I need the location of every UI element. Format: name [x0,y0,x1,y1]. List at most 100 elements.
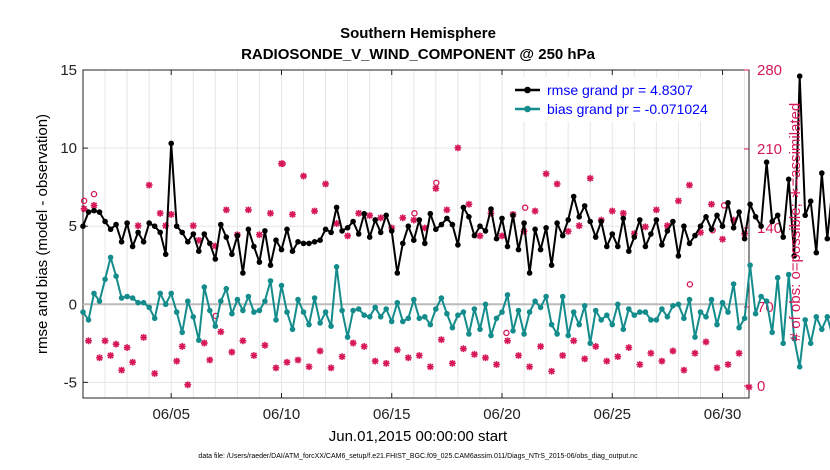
bias-series-point [460,309,467,315]
rmse-series-point [80,223,86,229]
rmse-series-point [289,248,296,254]
bias-series-point [780,340,786,347]
rmse-series-point [819,170,825,176]
rmse-series-point [185,239,191,245]
bias-series-point [383,306,390,312]
footnote: data file: /Users/raeder/DAI/ATM_forcXX/… [198,453,638,460]
obs-assimilated-point [504,337,511,345]
bias-series-point [730,281,737,287]
obs-assimilated-point [614,353,622,360]
rmse-series-point [207,240,213,247]
bias-series-point [659,306,665,312]
bias-series-point [295,296,301,303]
bias-series-point [306,321,312,328]
bias-series-point [609,321,616,328]
obs-assimilated-point [184,381,192,389]
obs-assimilated-point [482,354,489,362]
x-tick-label: 06/15 [373,406,411,423]
obs-assimilated-point [586,174,594,182]
rmse-series-point [146,220,152,226]
obs-assimilated-point [371,357,379,365]
bias-series-point [758,293,764,300]
rmse-series-point [355,231,362,237]
obs-assimilated-point [162,222,170,230]
rmse-series-point [620,215,627,222]
rmse-series-point [102,218,108,225]
obs-assimilated-point [112,340,120,348]
axis-ticks: 06/05 06/10 06/15 06/20 06/25 06/30 -5 0 5 10 15 0 7… [60,62,782,423]
obs-assimilated-point [189,222,197,230]
bias-series-point [107,254,114,261]
rmse-series-point [350,218,356,225]
rmse-series-point [91,207,97,214]
bias-series-point [576,321,582,328]
bias-series-point [256,307,263,314]
bias-series-point [620,326,627,333]
y-tick-label-right: 280 [757,62,782,79]
obs-assimilated-point [652,206,660,214]
rmse-series-point [736,209,742,215]
rmse-series-point [785,176,792,183]
obs-assimilated-point [404,354,412,362]
legend-rmse-marker [524,86,531,94]
bias-series-point [532,298,538,305]
bias-series-point [548,321,555,328]
bias-series-point [725,309,731,315]
bias-series-point [240,307,246,314]
obs-assimilated-point [382,359,390,367]
y-tick-label-left: 10 [60,140,77,157]
bias-series-point [405,315,412,322]
rmse-series-point [697,223,704,229]
legend-box [509,77,714,122]
bias-series-point [328,323,334,330]
obs-assimilated-point [256,231,263,239]
rmse-series-point [471,232,478,239]
bias-series-point [785,271,792,278]
rmse-series-point [609,231,616,237]
bias-series-point [433,306,439,312]
chart-title: Southern Hemisphere [340,25,496,42]
bias-series-point [344,334,351,340]
rmse-series-point [162,251,169,258]
x-tick-label: 06/25 [593,406,631,423]
bias-series-point [427,321,434,328]
obs-assimilated-point [713,364,721,372]
legend-rmse-label: rmse grand pr = 4.8307 [547,82,693,98]
rmse-series-point [449,221,456,228]
bias-series-point [278,282,285,289]
obs-possible-point [503,329,510,337]
rmse-series-point [681,223,687,229]
rmse-series-point [322,226,329,233]
rmse-series-point [554,220,560,226]
obs-assimilated-point [344,232,352,240]
rmse-series-point [433,226,439,233]
rmse-series-point [642,243,649,250]
bias-series-point [422,314,428,320]
obs-assimilated-point [156,209,164,217]
bias-series-point [377,314,384,320]
bias-series-point [245,293,252,300]
obs-assimilated-point [675,197,682,205]
bias-series-point [262,298,268,305]
obs-assimilated-point [460,345,467,353]
bias-series-point [212,323,219,330]
rmse-series-point [493,235,500,242]
obs-assimilated-point [669,347,677,355]
bias-series-point [719,299,726,306]
obs-assimilated-point [702,338,710,346]
rmse-series-point [515,246,522,253]
bias-series-point [185,298,191,305]
rmse-series-point [521,220,527,226]
bias-series-point [113,273,119,280]
rmse-series-point [670,218,676,225]
obs-possible-point [686,281,694,288]
obs-assimilated-point [267,209,274,217]
y-axis-label-left: rmse and bias (model - observation) [34,114,51,354]
bias-series-point [96,298,103,305]
rmse-series-point [135,229,141,236]
obs-assimilated-point [686,181,693,189]
bias-series-point [796,364,803,370]
obs-assimilated-point [559,352,567,359]
bias-series-point [747,262,753,269]
obs-assimilated-point [410,216,418,224]
